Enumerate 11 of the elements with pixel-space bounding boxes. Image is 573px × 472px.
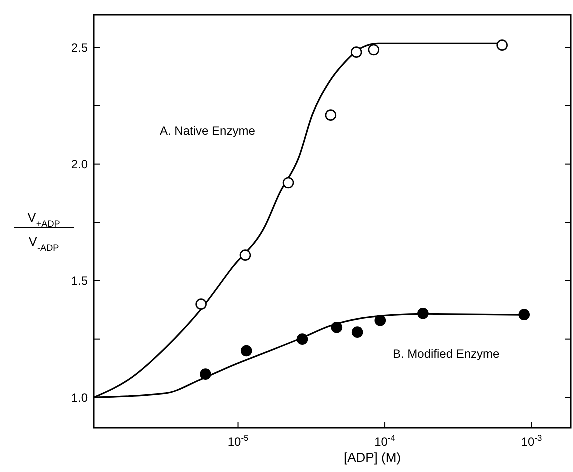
x-tick-label: 10$^{-5}$ — [228, 433, 250, 449]
x-tick-label: 10$^{-3}$ — [521, 433, 543, 449]
y-tick-label: 2.0 — [71, 158, 88, 172]
y-tick-label: 1.0 — [71, 390, 88, 405]
y-axis-title: V$_{+ADP}$ V$_{-ADP}$ — [28, 210, 60, 253]
x-tick-label: 10$^{-4}$ — [374, 433, 396, 449]
x-axis-title: [ADP] (M) — [344, 450, 402, 465]
y-tick-label: 1.5 — [71, 274, 88, 288]
y-tick-label: 2.5 — [71, 40, 88, 55]
annotation: A. Native Enzyme — [160, 124, 256, 138]
annotation: B. Modified Enzyme — [393, 346, 500, 361]
